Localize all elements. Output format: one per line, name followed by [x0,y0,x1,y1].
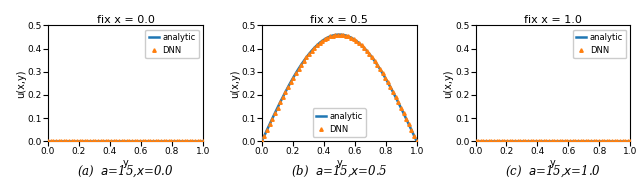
DNN [522,140,529,142]
analytic [259,139,266,141]
analytic [472,140,479,142]
analytic [335,33,343,36]
Legend: analytic, DNN: analytic, DNN [145,30,199,58]
DNN [258,140,266,142]
Line: DNN: DNN [46,139,205,143]
analytic [399,110,406,112]
Y-axis label: u(x,y): u(x,y) [16,69,26,98]
analytic [413,140,420,142]
DNN [310,47,318,49]
DNN [284,86,292,88]
DNN [334,33,342,36]
DNN [413,140,420,142]
DNN [548,140,556,142]
DNN [199,140,207,142]
analytic [351,39,358,41]
Title: fix x = 0.5: fix x = 0.5 [310,14,368,25]
DNN [298,64,305,66]
DNN [97,140,104,142]
analytic [45,140,52,142]
DNN [308,50,316,52]
analytic [389,90,397,93]
analytic [603,140,611,142]
analytic [136,140,144,142]
DNN [358,44,365,46]
Legend: analytic, DNN: analytic, DNN [573,30,626,58]
Text: (b)  $a$=15,$x$=0.5: (b) $a$=15,$x$=0.5 [291,164,388,179]
analytic [472,140,480,142]
analytic [136,140,143,142]
analytic [199,140,207,142]
analytic [258,140,266,142]
DNN [511,140,519,142]
DNN [70,140,78,142]
DNN [472,140,479,142]
DNN [303,56,310,58]
analytic [175,140,182,142]
DNN [524,140,532,142]
Line: DNN: DNN [474,139,632,143]
Text: (a)  $a$=15,$x$=0.0: (a) $a$=15,$x$=0.0 [77,164,173,179]
analytic [564,140,572,142]
analytic [184,140,192,142]
analytic [612,140,620,142]
Title: fix x = 1.0: fix x = 1.0 [524,14,582,25]
DNN [44,140,52,142]
analytic [567,140,575,142]
Legend: analytic, DNN: analytic, DNN [312,108,366,137]
analytic [353,40,361,43]
Line: DNN: DNN [260,33,419,143]
analytic [350,38,358,40]
X-axis label: y: y [123,158,129,168]
DNN [627,140,634,142]
Text: (c)  $a$=15,$x$=1.0: (c) $a$=15,$x$=1.0 [505,164,601,179]
DNN [498,140,506,142]
X-axis label: y: y [550,158,556,168]
Line: analytic: analytic [262,35,417,141]
DNN [516,140,524,142]
Title: fix x = 0.0: fix x = 0.0 [97,14,154,25]
analytic [139,140,147,142]
X-axis label: y: y [337,158,342,168]
Y-axis label: u(x,y): u(x,y) [230,69,240,98]
DNN [89,140,97,142]
analytic [627,140,634,142]
DNN [572,140,579,142]
Y-axis label: u(x,y): u(x,y) [444,69,454,98]
analytic [549,140,557,142]
analytic [564,140,572,142]
analytic [44,140,52,142]
DNN [141,140,149,142]
DNN [94,140,102,142]
DNN [84,140,92,142]
